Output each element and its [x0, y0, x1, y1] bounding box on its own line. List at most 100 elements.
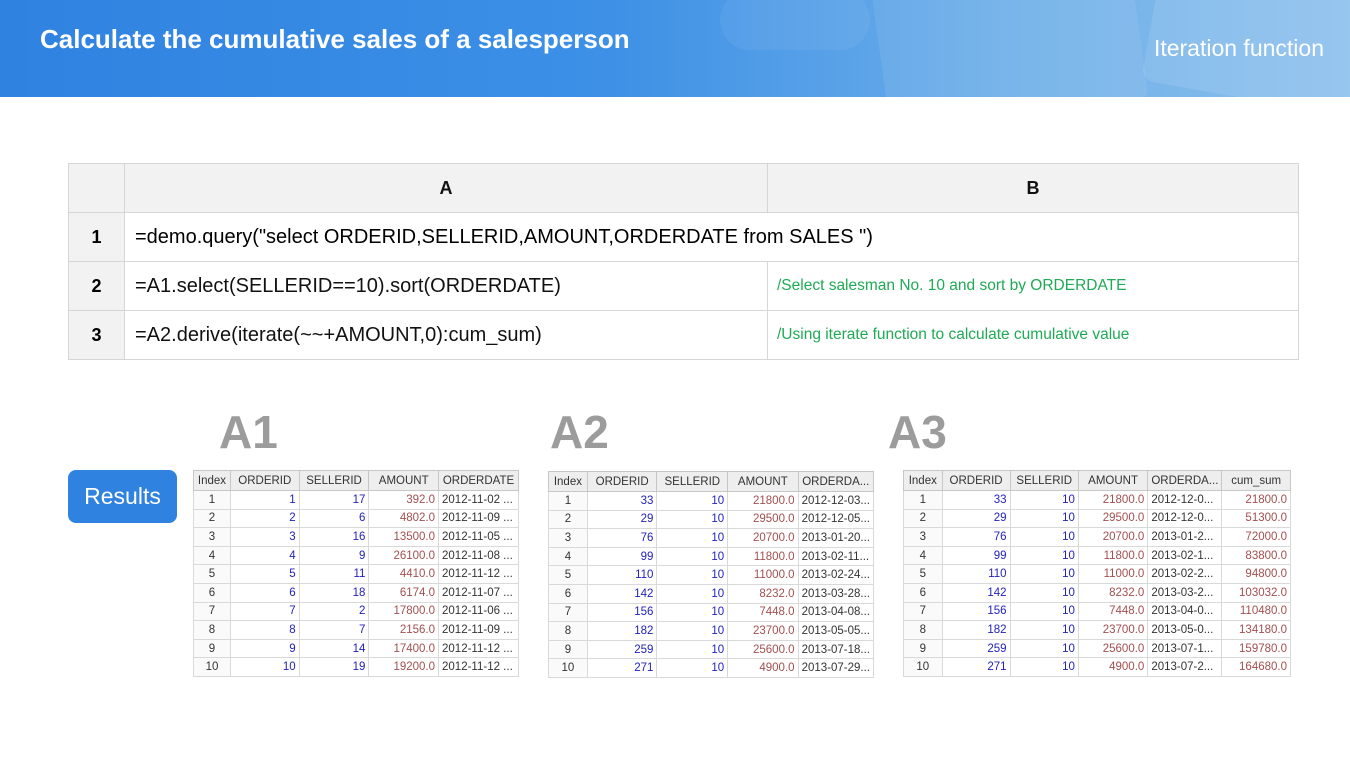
table-cell[interactable]: 2 [548, 509, 588, 530]
table-cell[interactable]: 20700.0 [727, 528, 799, 548]
table-cell[interactable]: 2013-01-2... [1147, 527, 1223, 547]
table-row[interactable]: 9 9 14 17400.0 2012-11-12 ... [193, 638, 519, 659]
table-row[interactable]: 5 5 11 4410.0 2012-11-12 ... [193, 564, 519, 584]
table-row[interactable]: 3 76 10 20700.0 2013-01-2... 72000.0 [903, 527, 1291, 547]
table-cell[interactable]: 6 [229, 582, 300, 603]
table-cell[interactable]: 7448.0 [1077, 601, 1149, 622]
table-cell[interactable]: 259 [586, 639, 658, 660]
table-cell[interactable]: 2012-11-12 ... [438, 564, 519, 584]
table-row[interactable]: 6 142 10 8232.0 2013-03-28... [548, 583, 875, 604]
table-cell[interactable]: 2012-11-05 ... [438, 527, 519, 547]
table-cell[interactable]: 10 [1009, 601, 1079, 622]
table-cell[interactable]: 10 [1009, 620, 1079, 640]
table-cell[interactable]: 19 [298, 657, 370, 677]
results-button[interactable]: Results [68, 470, 177, 523]
table-cell[interactable]: 6174.0 [368, 582, 440, 603]
column-header[interactable]: SELLERID [1009, 470, 1079, 491]
table-cell[interactable]: 10 [193, 657, 231, 677]
table-cell[interactable]: 156 [586, 602, 658, 623]
table-cell[interactable]: 8232.0 [727, 583, 799, 604]
table-cell[interactable]: 29 [941, 508, 1011, 529]
table-cell[interactable]: 2012-12-0... [1147, 508, 1223, 529]
table-cell[interactable]: 142 [586, 583, 658, 604]
table-cell[interactable]: 10 [903, 657, 943, 677]
table-cell[interactable]: 159780.0 [1221, 638, 1291, 659]
table-cell[interactable]: 29500.0 [727, 509, 799, 530]
table-cell[interactable]: 10 [1009, 564, 1079, 584]
table-cell[interactable]: 2013-02-24... [797, 565, 875, 585]
table-cell[interactable]: 5 [548, 565, 588, 585]
table-cell[interactable]: 182 [586, 621, 658, 641]
table-cell[interactable]: 10 [229, 657, 300, 677]
table-row[interactable]: 3 3 16 13500.0 2012-11-05 ... [193, 527, 519, 547]
table-cell[interactable]: 2013-03-28... [797, 583, 875, 604]
table-cell[interactable]: 2013-01-20... [797, 528, 875, 548]
table-cell[interactable]: 3 [548, 528, 588, 548]
table-row[interactable]: 5 110 10 11000.0 2013-02-2... 94800.0 [903, 564, 1291, 584]
column-header[interactable]: ORDERID [586, 471, 658, 492]
table-cell[interactable]: 10 [1009, 638, 1079, 659]
table-cell[interactable]: 2 [193, 508, 231, 529]
table-cell[interactable]: 10 [656, 546, 729, 567]
table-cell[interactable]: 2013-03-2... [1147, 582, 1223, 603]
table-cell[interactable]: 17400.0 [368, 638, 440, 659]
table-cell[interactable]: 2013-04-0... [1147, 601, 1223, 622]
table-cell[interactable]: 9 [903, 638, 943, 659]
table-cell[interactable]: 18 [298, 582, 370, 603]
table-cell[interactable]: 2 [229, 508, 300, 529]
table-cell[interactable]: 110 [941, 564, 1011, 584]
table-cell[interactable]: 21800.0 [1221, 490, 1291, 510]
table-cell[interactable]: 4 [229, 545, 300, 566]
column-header[interactable]: ORDERDATE [438, 470, 519, 491]
table-cell[interactable]: 1 [903, 490, 943, 510]
table-cell[interactable]: 103032.0 [1221, 582, 1291, 603]
table-cell[interactable]: 10 [1009, 657, 1079, 677]
table-row[interactable]: 8 182 10 23700.0 2013-05-0... 134180.0 [903, 620, 1291, 640]
table-cell[interactable]: 110 [586, 565, 658, 585]
table-cell[interactable]: 11 [298, 564, 370, 584]
table-cell[interactable]: 2012-11-09 ... [438, 620, 519, 640]
table-cell[interactable]: 9 [193, 638, 231, 659]
table-cell[interactable]: 11000.0 [1077, 564, 1149, 584]
table-cell[interactable]: 156 [941, 601, 1011, 622]
table-cell[interactable]: 21800.0 [727, 491, 799, 511]
table-cell[interactable]: 2013-07-29... [797, 658, 875, 678]
table-cell[interactable]: 17 [298, 490, 370, 510]
table-cell[interactable]: 5 [903, 564, 943, 584]
table-cell[interactable]: 8232.0 [1077, 582, 1149, 603]
table-cell[interactable]: 25600.0 [727, 639, 799, 660]
table-cell[interactable]: 6 [548, 583, 588, 604]
table-cell[interactable]: 271 [941, 657, 1011, 677]
cell-a1[interactable]: =demo.query("select ORDERID,SELLERID,AMO… [124, 212, 1299, 262]
column-header[interactable]: ORDERID [229, 470, 300, 491]
table-row[interactable]: 2 29 10 29500.0 2012-12-0... 51300.0 [903, 508, 1291, 529]
column-header-b[interactable]: B [767, 163, 1299, 213]
table-cell[interactable]: 6 [298, 508, 370, 529]
table-cell[interactable]: 2013-05-0... [1147, 620, 1223, 640]
table-cell[interactable]: 8 [548, 621, 588, 641]
table-cell[interactable]: 4 [548, 546, 588, 567]
table-row[interactable]: 6 142 10 8232.0 2013-03-2... 103032.0 [903, 582, 1291, 603]
table-row[interactable]: 8 8 7 2156.0 2012-11-09 ... [193, 620, 519, 640]
table-cell[interactable]: 7 [193, 601, 231, 622]
table-row[interactable]: 1 33 10 21800.0 2012-12-03... [548, 491, 875, 511]
table-cell[interactable]: 1 [193, 490, 231, 510]
table-cell[interactable]: 271 [586, 658, 658, 678]
table-cell[interactable]: 33 [941, 490, 1011, 510]
column-header[interactable]: Index [548, 471, 588, 492]
table-cell[interactable]: 5 [193, 564, 231, 584]
table-row[interactable]: 7 156 10 7448.0 2013-04-08... [548, 602, 875, 623]
table-cell[interactable]: 3 [903, 527, 943, 547]
table-cell[interactable]: 4410.0 [368, 564, 440, 584]
table-cell[interactable]: 9 [298, 545, 370, 566]
table-cell[interactable]: 10 [656, 509, 729, 530]
table-cell[interactable]: 10 [1009, 545, 1079, 566]
table-cell[interactable]: 11800.0 [1077, 545, 1149, 566]
table-row[interactable]: 4 99 10 11800.0 2013-02-1... 83800.0 [903, 545, 1291, 566]
table-cell[interactable]: 94800.0 [1221, 564, 1291, 584]
table-cell[interactable]: 10 [1009, 527, 1079, 547]
table-cell[interactable]: 2013-02-1... [1147, 545, 1223, 566]
column-header[interactable]: ORDERDA... [797, 471, 875, 492]
row-header-2[interactable]: 2 [68, 261, 125, 311]
table-cell[interactable]: 10 [656, 639, 729, 660]
